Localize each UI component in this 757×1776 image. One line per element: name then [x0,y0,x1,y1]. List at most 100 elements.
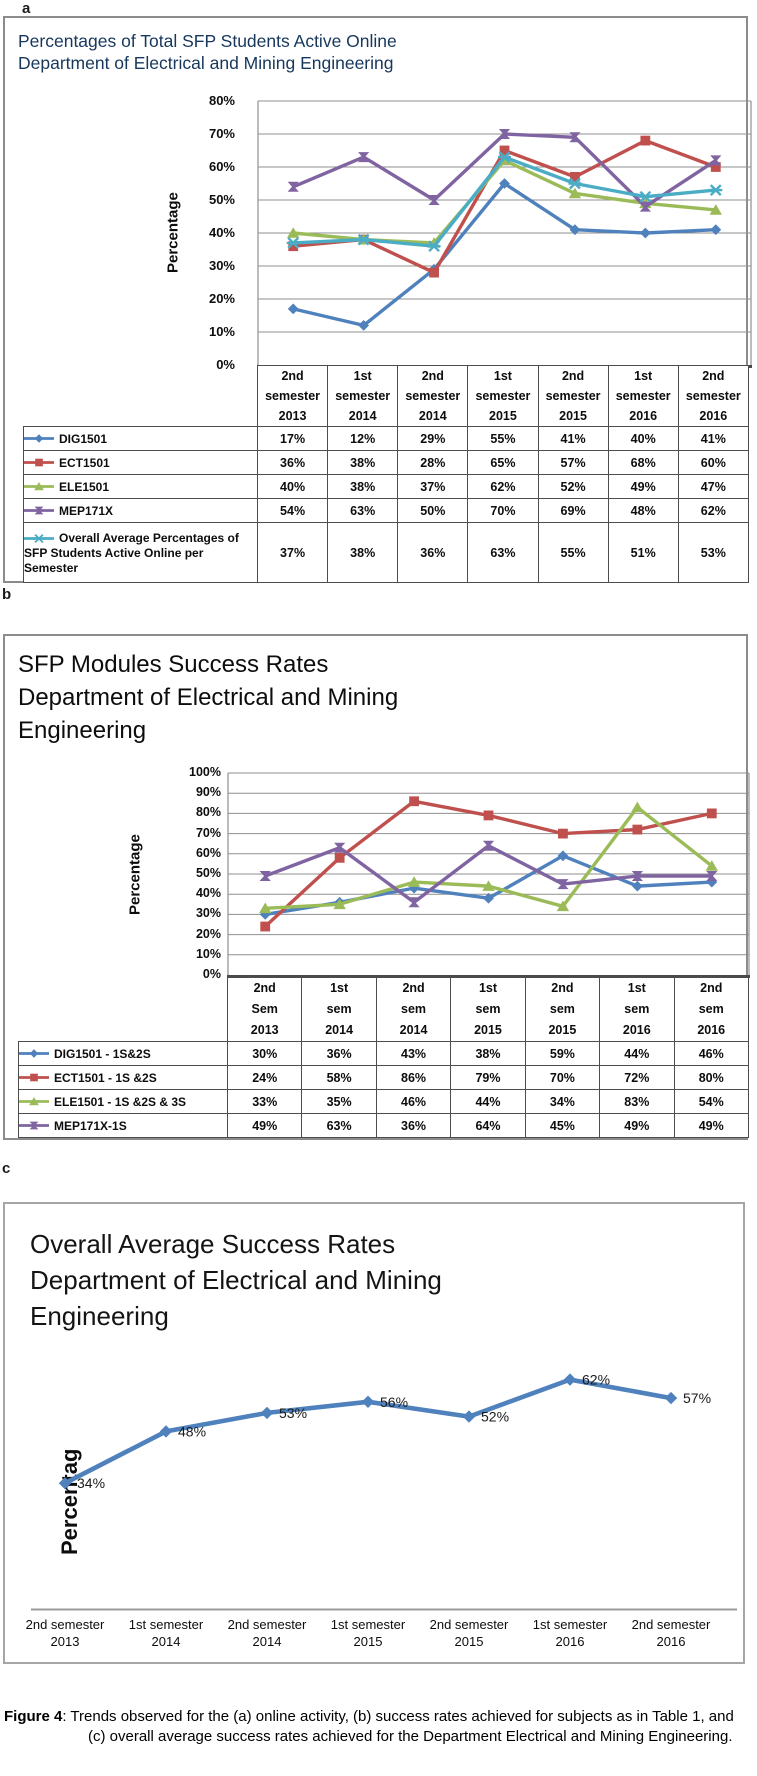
chart-b-plot [227,772,750,978]
chart-c-plot: 34% 48% 53% 56% 52% 62% 57% [31,1372,737,1611]
chart-b-y-axis-label: Percentage [126,834,144,916]
chart-a-y-axis-label: Percentage [164,192,182,274]
marker-diamond [563,1373,577,1386]
x-axis-category-line: semester [405,389,461,403]
data-value-cell: 24% [226,1065,303,1090]
chart-a-panel: Percentages of Total SFP Students Active… [3,16,752,583]
data-value-cell: 44% [450,1089,526,1114]
data-value-cell: 63% [301,1113,377,1138]
data-label: 56% [380,1394,408,1410]
path [498,151,511,163]
data-value-cell: 55% [537,522,609,583]
x-axis-category-line: 2016 [656,1634,686,1649]
data-value-cell: 50% [397,498,469,523]
x-axis-category-line: sem [401,1002,427,1016]
data-value-cell: 65% [467,450,539,475]
x-axis-category-line: 2nd [561,369,585,383]
x-axis-category-line: 2014 [348,409,377,423]
y-axis-tick-label: 0% [216,357,235,372]
x-axis-category-line: 1st semester [532,1617,608,1632]
x-axis-category-line: 2nd [253,981,276,995]
data-value-cell: 48% [607,498,679,523]
data-value-cell: 46% [673,1041,749,1066]
legend-item: DIG1501 [23,426,258,451]
chart-title-line: Department of Electrical and Mining [30,1265,442,1295]
x-axis-category-line: 2016 [622,1023,651,1037]
series-table-row: ELE1501 40% 38% 37% 62% 52% 49% 47% [23,474,749,499]
chart-title-line: Percentages of Total SFP Students Active… [18,31,397,51]
marker-diamond [483,892,494,904]
x-axis-category-line: 1st [353,369,372,383]
marker-x [428,195,440,205]
series-table-row: Overall Average Percentages of SFP Stude… [23,522,749,583]
x-axis-category-line: 2014 [252,1634,282,1649]
marker-asterisk [568,177,582,190]
x-axis-category-line: 2nd [700,981,723,995]
marker-x-triangle [259,902,272,914]
path [33,533,45,543]
data-value-cell: 69% [537,498,609,523]
data-value-cell: 51% [607,522,679,583]
marker-square [710,162,721,172]
data-value-cell: 80% [673,1065,749,1090]
x-axis-category-line: 2013 [50,1634,80,1649]
x-axis-category-line: 2016 [697,1023,726,1037]
y-axis-tick-label: 70% [208,126,235,141]
data-value-cell: 49% [607,474,679,499]
data-value-cell: 70% [524,1065,601,1090]
data-value-cell: 38% [450,1041,526,1066]
marker-diamond [462,1410,476,1423]
marker-asterisk [286,237,300,249]
marker-diamond [29,1049,39,1059]
x-axis-category-line: 2013 [278,409,307,423]
x-axis-category-line: semester [265,389,321,403]
chart-title-line: Overall Average Success Rates [30,1229,396,1259]
legend-key-icon [24,434,54,444]
data-value-cell: 38% [327,522,399,583]
y-axis-tick-label: 50% [195,866,221,880]
y-axis-tick-label: 60% [208,159,235,174]
marker-x-triangle [631,801,644,813]
series-line-overall-average [63,1377,672,1486]
data-label: 52% [481,1409,509,1425]
data-value-cell: 53% [677,522,749,583]
chart-c-title: Overall Average Success Rates Department … [30,1226,442,1334]
marker-diamond [287,303,299,315]
x-axis-category-line: 2nd semester [631,1617,711,1632]
data-value-cell: 12% [327,426,399,451]
marker-x-triangle [482,880,495,891]
x-axis-category-cell: 2nd semester 2016 [620,1616,722,1650]
chart-c-panel: Overall Average Success Rates Department … [3,1202,745,1664]
data-value-cell: 29% [397,426,469,451]
legend-key-icon [24,482,54,491]
marker-square [632,824,643,835]
y-axis-tick-label: 0% [202,967,221,981]
marker-square [35,459,43,467]
marker-x-triangle [29,1097,39,1106]
x-axis-category-line: 2nd semester [227,1617,307,1632]
marker-square [334,852,345,863]
data-value-cell: 49% [673,1113,749,1138]
data-label: 57% [683,1390,711,1406]
data-value-cell: 33% [226,1089,303,1114]
marker-x-triangle [556,900,570,912]
chart-a-title: Percentages of Total SFP Students Active… [18,31,397,74]
x-axis-category-line: 2015 [474,1023,502,1037]
data-value-cell: 57% [537,450,609,475]
marker-square [483,810,494,821]
x-axis-category-line: 2nd semester [429,1617,509,1632]
marker-asterisk [33,533,45,543]
marker-diamond [557,850,569,862]
path [638,190,652,203]
chart-a-plot [257,100,752,368]
marker-square [260,921,271,932]
data-value-cell: 35% [301,1089,377,1114]
data-value-cell: 68% [607,450,679,475]
y-axis-tick-label: 20% [195,926,221,941]
marker-asterisk [498,151,511,163]
x-axis-category-line: 2015 [353,1634,383,1649]
marker-square [499,145,510,156]
marker-x [29,1122,39,1130]
x-axis-category-line: sem [549,1002,575,1016]
